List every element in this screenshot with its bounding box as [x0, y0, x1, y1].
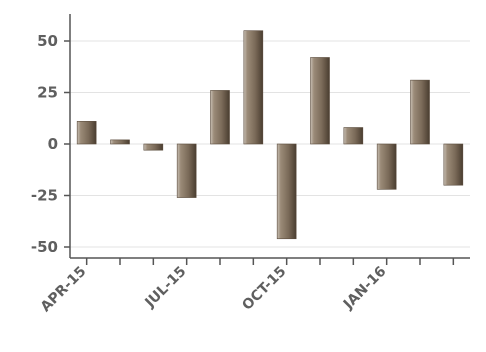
y-axis-labels: 50 25 0 -25 -50	[31, 32, 58, 256]
x-tick-label: APR-15	[38, 264, 90, 316]
y-tick-label: 25	[37, 84, 58, 102]
bar-may-15	[110, 139, 130, 145]
y-tick-label: 50	[37, 32, 58, 50]
x-tick-label: JUL-15	[142, 264, 190, 312]
x-tick-label: JAN-16	[340, 264, 390, 314]
bar-apr-15	[76, 121, 97, 145]
bar-oct-15	[276, 143, 297, 240]
bar-nov-15	[310, 57, 330, 145]
bar-jan-16	[376, 143, 397, 190]
x-tick-label: OCT-15	[239, 264, 289, 314]
gridlines	[70, 40, 470, 248]
x-axis-labels: APR-15 JUL-15 OCT-15 JAN-16	[38, 264, 390, 316]
bars	[76, 30, 464, 240]
axes	[64, 14, 470, 265]
bar-aug-15	[210, 90, 230, 145]
bar-mar-16	[443, 143, 464, 186]
y-tick-label: 0	[48, 135, 58, 153]
y-tick-label: -50	[31, 238, 58, 256]
bar-jul-15	[176, 143, 197, 198]
y-tick-label: -25	[31, 187, 58, 205]
bar-jun-15	[143, 143, 164, 151]
bar-sep-15	[243, 30, 264, 145]
bar-dec-15	[343, 127, 364, 145]
bar-feb-16	[410, 79, 430, 145]
